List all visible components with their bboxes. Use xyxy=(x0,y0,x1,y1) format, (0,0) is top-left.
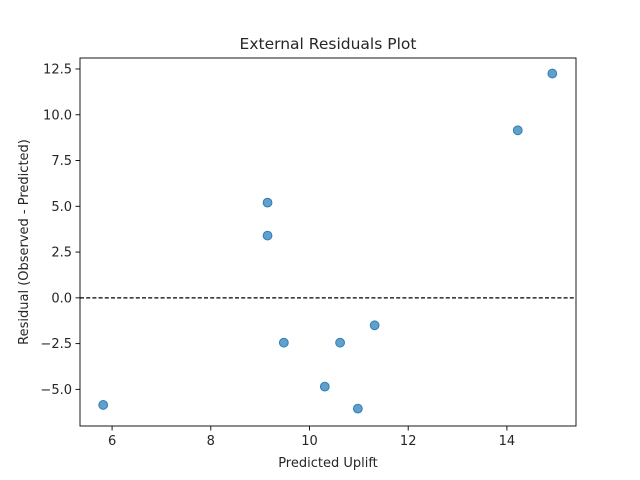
data-point-3 xyxy=(262,230,273,241)
axes-frame xyxy=(79,57,577,427)
x-tick-label: 6 xyxy=(108,434,116,449)
data-point-8 xyxy=(369,320,380,331)
y-tick-label: 10.0 xyxy=(43,108,72,123)
y-tick-label: 2.5 xyxy=(51,246,72,261)
data-point-6 xyxy=(335,337,345,348)
data-point-1 xyxy=(98,400,109,410)
y-tick-label: −2.5 xyxy=(40,337,72,352)
plot-area: 6 8 10 12 14 −5.0 −2.5 0.0 2.5 5.0 7.5 10.0 12.5 xyxy=(40,57,577,449)
data-point-2 xyxy=(262,197,273,208)
x-tick-label: 8 xyxy=(207,434,215,449)
chart-title: External Residuals Plot xyxy=(240,35,417,53)
y-tick-label: 7.5 xyxy=(51,154,72,169)
x-tick-label: 10 xyxy=(301,434,318,449)
y-tick-label: 5.0 xyxy=(51,200,72,215)
data-point-4 xyxy=(278,337,289,348)
x-tick-label: 14 xyxy=(499,434,516,449)
y-tick-label: 12.5 xyxy=(43,62,72,77)
data-point-10 xyxy=(547,68,558,79)
data-point-7 xyxy=(352,403,363,414)
y-tick-label: −5.0 xyxy=(40,383,72,398)
data-point-5 xyxy=(319,381,330,392)
y-axis-label: Residual (Observed - Predicted) xyxy=(17,139,32,345)
data-point-9 xyxy=(512,125,523,136)
x-axis-label: Predicted Uplift xyxy=(278,456,378,471)
x-tick-label: 12 xyxy=(400,434,417,449)
y-tick-label: 0.0 xyxy=(51,291,72,306)
